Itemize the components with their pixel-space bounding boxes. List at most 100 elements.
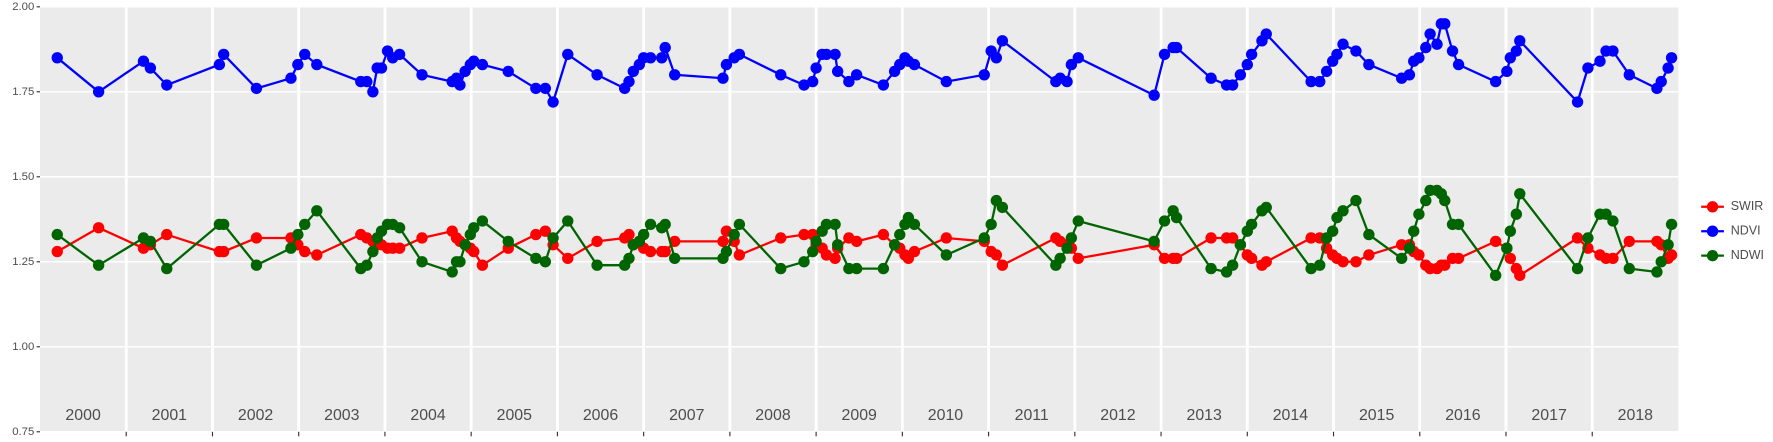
data-point <box>806 75 819 88</box>
data-point <box>877 228 890 241</box>
y-tick-label: 1.50 <box>12 171 34 183</box>
data-point <box>1439 259 1451 271</box>
year-label: 2013 <box>1186 407 1222 424</box>
data-point <box>454 79 466 91</box>
data-point <box>1420 194 1432 207</box>
y-tick-label: 2.00 <box>12 1 34 13</box>
data-point <box>775 262 787 275</box>
data-point <box>1158 48 1171 61</box>
data-point <box>820 48 833 61</box>
data-point <box>416 69 428 81</box>
data-point <box>591 69 603 81</box>
data-point <box>1148 235 1160 248</box>
data-point <box>250 259 263 271</box>
data-point <box>1260 256 1272 268</box>
data-point <box>717 235 729 248</box>
data-point <box>416 232 428 244</box>
data-point <box>562 48 574 61</box>
year-label: 2005 <box>497 407 533 424</box>
data-point <box>1305 262 1317 275</box>
data-point <box>850 69 863 81</box>
data-point <box>1260 201 1272 214</box>
data-point <box>978 69 990 81</box>
data-point <box>644 245 657 258</box>
data-point <box>1314 259 1326 271</box>
data-point <box>161 228 173 241</box>
data-point <box>92 259 105 271</box>
data-point <box>591 235 603 248</box>
data-point <box>1571 262 1584 275</box>
data-point <box>1337 205 1349 217</box>
data-point <box>1452 252 1465 265</box>
data-point <box>843 75 855 88</box>
data-point <box>820 218 833 231</box>
data-point <box>161 262 173 275</box>
data-point <box>1413 52 1425 64</box>
data-point <box>1655 256 1667 268</box>
data-point <box>1607 215 1619 227</box>
data-point <box>1439 18 1451 30</box>
year-label: 2008 <box>755 407 791 424</box>
data-point <box>1331 48 1343 61</box>
data-point <box>1305 75 1317 88</box>
data-point <box>1403 69 1416 81</box>
data-point <box>51 228 63 241</box>
data-point <box>1158 252 1171 265</box>
year-label: 2018 <box>1618 407 1654 424</box>
data-point <box>1607 45 1619 57</box>
data-point <box>1413 208 1425 220</box>
data-point <box>733 218 746 231</box>
legend-key-point <box>1706 201 1719 213</box>
data-point <box>1350 45 1362 57</box>
data-point <box>717 72 729 84</box>
data-point <box>810 62 822 74</box>
data-point <box>361 75 373 88</box>
data-point <box>1320 65 1333 78</box>
data-point <box>1452 58 1465 71</box>
data-point <box>829 252 841 265</box>
year-label: 2007 <box>669 407 705 424</box>
data-point <box>299 245 311 258</box>
data-point <box>299 218 311 231</box>
data-point <box>454 256 466 268</box>
data-point <box>940 232 953 244</box>
data-point <box>468 55 480 67</box>
data-point <box>1072 252 1084 265</box>
data-point <box>1582 62 1594 74</box>
data-point <box>623 75 635 88</box>
data-point <box>623 228 635 241</box>
data-point <box>591 259 603 271</box>
data-point <box>250 82 263 95</box>
data-point <box>1623 235 1635 248</box>
data-point <box>659 245 671 258</box>
data-point <box>547 96 559 108</box>
data-point <box>1665 249 1678 261</box>
data-point <box>1363 228 1375 241</box>
data-point <box>850 262 863 275</box>
data-point <box>831 65 844 78</box>
data-point <box>1205 72 1217 84</box>
data-point <box>1072 215 1084 227</box>
year-label: 2004 <box>410 407 446 424</box>
data-point <box>656 52 668 64</box>
data-point <box>831 239 844 251</box>
data-point <box>217 218 230 231</box>
data-point <box>908 58 921 71</box>
data-point <box>1514 269 1526 282</box>
data-point <box>1395 252 1408 265</box>
data-point <box>733 48 746 61</box>
data-point <box>562 215 574 227</box>
data-point <box>623 252 635 265</box>
data-point <box>1241 58 1253 71</box>
data-point <box>539 225 552 237</box>
data-point <box>285 242 297 254</box>
data-point <box>1665 52 1678 64</box>
legend-label: NDWI <box>1731 248 1764 262</box>
data-point <box>1065 232 1078 244</box>
data-point <box>1305 232 1317 244</box>
data-point <box>1326 225 1339 237</box>
data-point <box>1439 194 1451 207</box>
data-point <box>775 69 787 81</box>
data-point <box>1170 41 1183 54</box>
